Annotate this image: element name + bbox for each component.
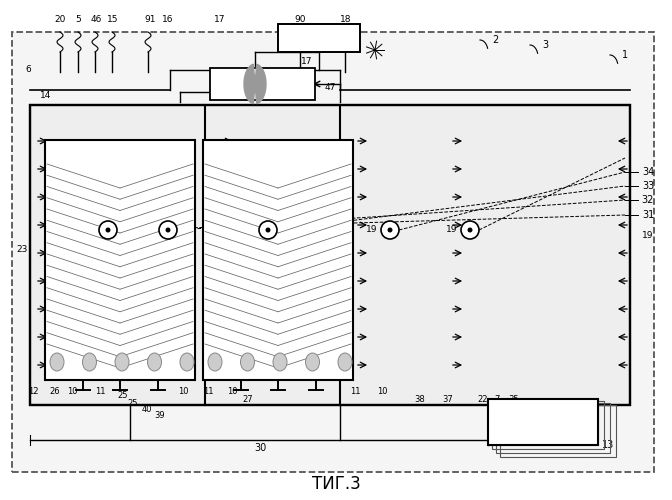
Bar	[45, 140, 195, 380]
Text: 15: 15	[108, 16, 119, 24]
Text: 24: 24	[537, 417, 549, 427]
Circle shape	[159, 221, 177, 239]
Text: 30: 30	[254, 443, 266, 453]
Bar	[203, 140, 353, 380]
Circle shape	[165, 228, 171, 232]
Text: 13: 13	[602, 440, 614, 450]
Circle shape	[259, 221, 277, 239]
Text: 17: 17	[214, 16, 226, 24]
Circle shape	[106, 228, 110, 232]
Text: 14: 14	[40, 90, 51, 100]
Text: 17: 17	[301, 58, 312, 66]
Text: 11: 11	[203, 388, 213, 396]
Bar	[30, 105, 630, 405]
Text: 32: 32	[642, 195, 654, 205]
Text: 26: 26	[50, 388, 60, 396]
Text: 47: 47	[325, 84, 336, 92]
Text: 90: 90	[294, 16, 306, 24]
Text: 10: 10	[377, 388, 387, 396]
Bar	[488, 399, 598, 445]
Polygon shape	[255, 64, 266, 104]
Ellipse shape	[241, 353, 255, 371]
Text: 12: 12	[28, 388, 38, 396]
Ellipse shape	[115, 353, 129, 371]
Text: 25: 25	[128, 398, 138, 407]
Text: ΤИГ.3: ΤИГ.3	[312, 475, 360, 493]
Bar	[500, 405, 616, 457]
Ellipse shape	[180, 353, 194, 371]
Text: 3: 3	[542, 40, 548, 50]
Circle shape	[388, 228, 392, 232]
Text: 31: 31	[642, 210, 654, 220]
Text: 20: 20	[54, 16, 66, 24]
Text: 6: 6	[25, 66, 31, 74]
Text: 2: 2	[492, 35, 498, 45]
Text: 10: 10	[67, 388, 77, 396]
Text: 40: 40	[142, 406, 153, 414]
Circle shape	[461, 221, 479, 239]
Text: 34: 34	[642, 167, 654, 177]
Text: 37: 37	[443, 396, 454, 404]
Text: 19: 19	[642, 230, 654, 239]
Text: 10: 10	[178, 388, 188, 396]
Circle shape	[265, 228, 271, 232]
Text: 16: 16	[162, 16, 174, 24]
Ellipse shape	[208, 353, 222, 371]
Ellipse shape	[50, 353, 64, 371]
Bar	[210, 68, 315, 100]
Text: 7: 7	[495, 396, 500, 404]
Text: 19: 19	[366, 226, 378, 234]
Text: 35: 35	[509, 396, 519, 404]
Ellipse shape	[273, 353, 287, 371]
Text: 19: 19	[446, 226, 458, 234]
Ellipse shape	[147, 353, 161, 371]
Text: 25: 25	[118, 392, 128, 400]
Text: 46: 46	[90, 16, 101, 24]
Circle shape	[468, 228, 472, 232]
Bar	[492, 401, 604, 449]
Bar	[488, 399, 598, 445]
Text: 18: 18	[340, 16, 351, 24]
Text: 33: 33	[642, 181, 654, 191]
Circle shape	[99, 221, 117, 239]
Text: 27: 27	[243, 396, 253, 404]
Text: 22: 22	[478, 396, 489, 404]
Text: 1: 1	[622, 50, 628, 60]
Text: 11: 11	[349, 388, 360, 396]
Polygon shape	[244, 64, 255, 104]
Ellipse shape	[83, 353, 97, 371]
Circle shape	[381, 221, 399, 239]
Text: 91: 91	[144, 16, 156, 24]
Text: 23: 23	[16, 246, 28, 254]
Text: 10: 10	[226, 388, 237, 396]
Bar	[278, 24, 360, 52]
Ellipse shape	[338, 353, 352, 371]
Bar	[30, 105, 630, 405]
Text: 11: 11	[95, 388, 106, 396]
Text: 19: 19	[84, 226, 95, 234]
Text: 19: 19	[144, 226, 156, 234]
Bar	[496, 403, 610, 453]
Text: 36: 36	[523, 402, 534, 410]
Text: 39: 39	[155, 412, 165, 420]
Text: 5: 5	[75, 16, 81, 24]
Text: 21: 21	[312, 33, 325, 43]
Text: 19: 19	[244, 226, 256, 234]
Bar	[12, 32, 654, 472]
Ellipse shape	[306, 353, 319, 371]
Text: 38: 38	[415, 396, 425, 404]
